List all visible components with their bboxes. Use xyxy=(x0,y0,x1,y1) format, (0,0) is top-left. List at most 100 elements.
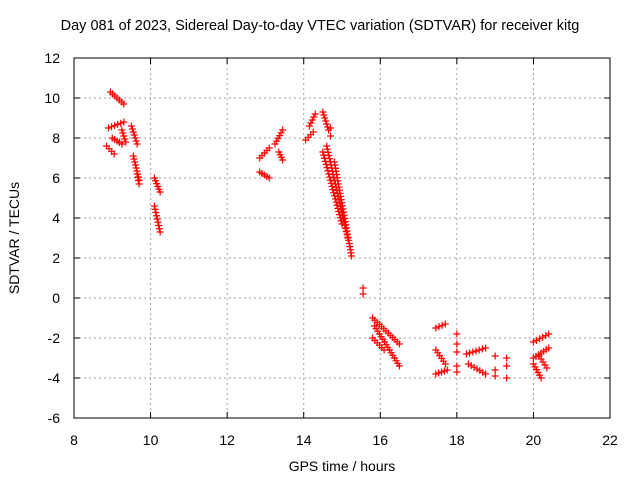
data-point xyxy=(453,330,461,338)
data-point xyxy=(503,354,511,362)
data-point xyxy=(118,126,126,134)
plot-frame xyxy=(73,57,611,419)
data-point xyxy=(132,164,140,172)
y-tick-label: -4 xyxy=(48,370,61,386)
x-tick-label: 18 xyxy=(449,432,465,448)
axis-ticks: 8 10 12 14 16 18 20 22 -6 -4 -2 0 2 4 6 8 10 12 xyxy=(44,50,618,448)
data-point xyxy=(482,370,490,378)
data-point xyxy=(537,374,545,382)
data-points xyxy=(103,88,553,382)
data-point xyxy=(120,132,128,140)
data-point xyxy=(359,284,367,292)
y-tick-label: -2 xyxy=(48,330,61,346)
data-point xyxy=(129,152,137,160)
data-point xyxy=(503,362,511,370)
x-tick-label: 16 xyxy=(372,432,388,448)
data-point xyxy=(435,323,443,331)
y-tick-label: 10 xyxy=(44,90,60,106)
data-point xyxy=(529,338,537,346)
data-point xyxy=(323,145,331,153)
data-point xyxy=(129,128,137,136)
x-tick-label: 12 xyxy=(219,432,235,448)
data-point xyxy=(453,362,461,370)
y-tick-label: -6 xyxy=(48,410,61,426)
data-point xyxy=(120,100,128,108)
y-tick-label: 12 xyxy=(44,50,60,66)
data-point xyxy=(134,177,142,185)
data-point xyxy=(130,155,138,163)
data-point xyxy=(121,135,129,143)
data-point xyxy=(323,142,331,150)
data-point xyxy=(462,350,470,358)
data-point xyxy=(104,124,112,132)
data-point xyxy=(395,340,403,348)
data-point xyxy=(466,349,474,357)
y-tick-label: 4 xyxy=(52,210,60,226)
x-tick-label: 10 xyxy=(143,432,159,448)
data-point xyxy=(265,174,273,182)
data-point xyxy=(543,364,551,372)
data-point xyxy=(131,134,139,142)
data-point xyxy=(327,124,335,132)
data-point xyxy=(326,173,334,181)
data-point xyxy=(127,122,135,130)
data-point xyxy=(441,360,449,368)
data-point xyxy=(482,344,490,352)
x-axis-label: GPS time / hours xyxy=(288,458,396,474)
data-point xyxy=(153,215,161,223)
data-point xyxy=(478,345,486,353)
data-point xyxy=(542,332,550,340)
data-point xyxy=(305,122,313,130)
data-point xyxy=(130,131,138,139)
data-point xyxy=(441,320,449,328)
data-point xyxy=(118,140,126,148)
data-point xyxy=(309,128,317,136)
data-point xyxy=(491,352,499,360)
data-point xyxy=(308,116,316,124)
data-point xyxy=(325,152,333,160)
data-point xyxy=(155,222,163,229)
y-tick-label: 8 xyxy=(52,130,60,146)
data-point xyxy=(453,340,461,348)
data-point xyxy=(438,321,446,329)
chart-title: Day 081 of 2023, Sidereal Day-to-day VTE… xyxy=(60,18,580,34)
data-point xyxy=(322,117,330,125)
data-point xyxy=(265,144,273,152)
data-point xyxy=(491,372,499,380)
data-point xyxy=(110,150,118,158)
data-point xyxy=(491,366,499,374)
data-point xyxy=(156,228,164,236)
data-point xyxy=(324,148,332,156)
data-point xyxy=(545,330,553,338)
data-point xyxy=(120,118,128,126)
data-point xyxy=(319,108,327,116)
data-point xyxy=(154,218,162,226)
data-point xyxy=(321,114,329,122)
x-tick-label: 20 xyxy=(526,432,542,448)
data-point xyxy=(114,120,122,128)
data-point xyxy=(307,119,315,127)
data-point xyxy=(122,138,130,146)
data-point xyxy=(151,205,159,213)
data-point xyxy=(117,119,125,127)
data-point xyxy=(150,202,158,210)
data-point xyxy=(279,126,287,134)
data-point xyxy=(152,209,160,216)
data-point xyxy=(453,348,461,356)
data-point xyxy=(153,212,161,220)
x-tick-label: 22 xyxy=(602,432,618,448)
data-point xyxy=(119,129,127,137)
data-point xyxy=(326,176,334,184)
data-point xyxy=(320,111,328,119)
data-point xyxy=(310,113,318,121)
data-point xyxy=(133,170,141,178)
data-point xyxy=(323,120,331,128)
data-point xyxy=(380,346,388,354)
data-point xyxy=(539,333,547,341)
data-point xyxy=(311,110,319,118)
data-point xyxy=(325,170,333,178)
data-point xyxy=(108,123,116,131)
x-tick-label: 8 xyxy=(70,432,78,448)
data-point xyxy=(131,161,139,169)
